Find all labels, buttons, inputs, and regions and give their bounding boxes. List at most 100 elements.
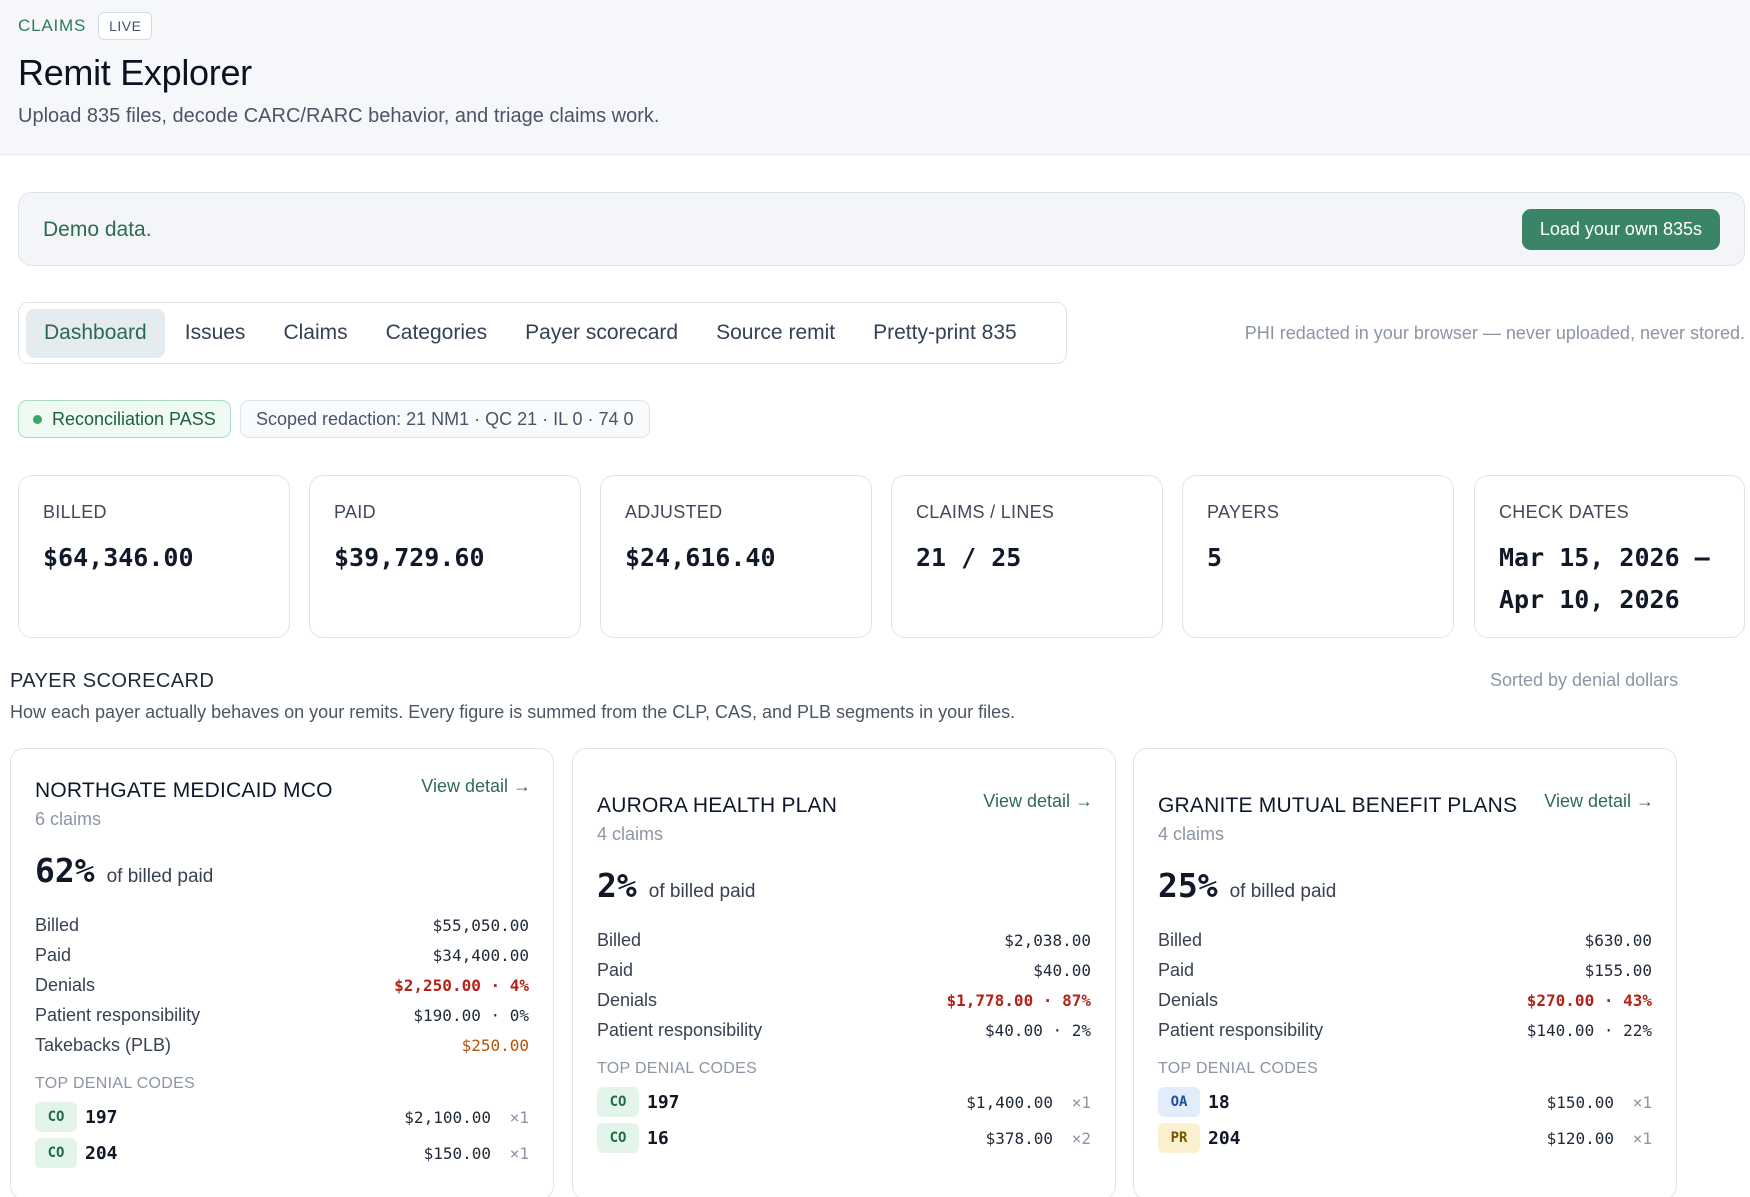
top-denial-codes-title: TOP DENIAL CODES: [1158, 1060, 1319, 1077]
stat-value: $190.00 · 0%: [413, 1005, 529, 1025]
denial-code-row: CO 204 $150.00 ×1: [35, 1135, 529, 1171]
group-code-badge: CO: [35, 1102, 77, 1132]
scorecard-sort-note: Sorted by denial dollars: [1490, 670, 1679, 690]
metric-label: PAYERS: [1207, 502, 1280, 522]
stat-value: $155.00: [1584, 960, 1652, 980]
section-label: CLAIMS: [18, 16, 87, 35]
page-subtitle: Upload 835 files, decode CARC/RARC behav…: [18, 105, 660, 127]
stat-label: Paid: [35, 944, 72, 965]
payer-card: AURORA HEALTH PLAN 4 claims View detail …: [572, 748, 1116, 1197]
denial-code: 197: [647, 1091, 680, 1113]
payer-name: NORTHGATE MEDICAID MCO: [35, 779, 333, 802]
denial-amount: $2,100.00: [404, 1107, 491, 1127]
page-header: CLAIMS LIVE Remit Explorer Upload 835 fi…: [0, 0, 1750, 155]
stat-label: Denials: [597, 989, 658, 1010]
metric-value: $39,729.60: [334, 543, 485, 572]
tab-bar: Dashboard Issues Claims Categories Payer…: [18, 302, 1067, 364]
denial-amount: $378.00: [985, 1128, 1053, 1148]
payer-header: NORTHGATE MEDICAID MCO 6 claims View det…: [35, 776, 531, 830]
metric-label: PAID: [334, 502, 376, 522]
metric-value: 5: [1207, 543, 1223, 572]
load-835s-button[interactable]: Load your own 835s: [1521, 209, 1720, 250]
denial-code: 16: [647, 1127, 669, 1149]
stat-value: $1,778.00 · 87%: [946, 990, 1092, 1010]
stat-label: Takebacks (PLB): [35, 1034, 172, 1055]
payer-stats: Billed $55,050.00 Paid $34,400.00 Denials $…: [35, 910, 529, 1060]
denial-codes-list: CO 197 $1,400.00 ×1 CO 16 $378.00 ×2: [597, 1084, 1091, 1156]
tab-claims[interactable]: Claims: [283, 320, 348, 344]
status-dot-icon: [33, 414, 42, 424]
denial-code: 204: [85, 1142, 118, 1164]
paid-pct-value: 2%: [597, 866, 637, 905]
stat-row-denials: Denials $270.00 · 43%: [1158, 985, 1652, 1015]
stat-row-denials: Denials $1,778.00 · 87%: [597, 985, 1091, 1015]
metric-value: 21 / 25: [916, 543, 1022, 572]
reconciliation-text: Reconciliation PASS: [52, 408, 216, 429]
check-dates-end: Apr 10, 2026: [1499, 585, 1680, 614]
denial-code: 18: [1208, 1091, 1230, 1113]
metric-label: ADJUSTED: [625, 502, 723, 522]
payer-claim-count: 4 claims: [1158, 824, 1225, 844]
stat-value: $270.00 · 43%: [1526, 990, 1652, 1010]
paid-pct-value: 25%: [1158, 866, 1218, 905]
reconciliation-badge: Reconciliation PASS: [18, 400, 231, 438]
stat-row-billed: Billed $2,038.00: [597, 925, 1091, 955]
tab-dashboard[interactable]: Dashboard: [26, 308, 165, 358]
paid-pct-label: of billed paid: [1229, 881, 1337, 902]
view-detail-link[interactable]: View detail →: [421, 776, 531, 796]
payer-card: GRANITE MUTUAL BENEFIT PLANS 4 claims Vi…: [1133, 748, 1677, 1197]
stat-row-paid: Paid $40.00: [597, 955, 1091, 985]
redaction-badge: Scoped redaction: 21 NM1 · QC 21 · IL 0 …: [240, 400, 650, 438]
denial-codes-list: CO 197 $2,100.00 ×1 CO 204 $150.00 ×1: [35, 1099, 529, 1171]
view-detail-link[interactable]: View detail →: [1544, 791, 1654, 811]
denial-amount: $1,400.00: [966, 1092, 1053, 1112]
denial-count: ×1: [509, 1107, 529, 1127]
view-detail-link[interactable]: View detail →: [983, 791, 1093, 811]
tab-categories[interactable]: Categories: [385, 320, 488, 344]
stat-value: $40.00: [1033, 960, 1091, 980]
stat-value: $34,400.00: [432, 945, 529, 965]
tab-pretty-print-835[interactable]: Pretty-print 835: [873, 320, 1017, 344]
stat-row-paid: Paid $34,400.00: [35, 940, 529, 970]
tab-issues[interactable]: Issues: [184, 320, 246, 344]
payer-stats: Billed $2,038.00 Paid $40.00 Denials $1,778…: [597, 925, 1091, 1045]
paid-percentage: 62% of billed paid: [35, 851, 213, 890]
payer-header: AURORA HEALTH PLAN 4 claims View detail …: [597, 791, 1093, 845]
paid-pct-label: of billed paid: [648, 881, 756, 902]
payer-card: NORTHGATE MEDICAID MCO 6 claims View det…: [10, 748, 554, 1197]
stat-value: $2,250.00 · 4%: [394, 975, 529, 995]
denial-count: ×1: [1632, 1092, 1652, 1112]
metric-card-check-dates: CHECK DATES Mar 15, 2026 – Apr 10, 2026: [1474, 475, 1745, 638]
denial-code-row: CO 197 $2,100.00 ×1: [35, 1099, 529, 1135]
stat-value: $140.00 · 22%: [1526, 1020, 1652, 1040]
denial-amount: $150.00: [1546, 1092, 1614, 1112]
group-code-badge: CO: [597, 1123, 639, 1153]
demo-banner: Demo data. Load your own 835s: [18, 192, 1745, 266]
denial-code-row: PR 204 $120.00 ×1: [1158, 1120, 1652, 1156]
demo-banner-text: Demo data.: [43, 218, 152, 241]
metric-label: BILLED: [43, 502, 107, 522]
live-badge: LIVE: [98, 12, 153, 40]
payer-claim-count: 4 claims: [597, 824, 664, 844]
stat-value: $630.00: [1584, 930, 1652, 950]
stat-row-billed: Billed $630.00: [1158, 925, 1652, 955]
denial-count: ×1: [1071, 1092, 1091, 1112]
stat-label: Billed: [1158, 929, 1203, 950]
stat-label: Billed: [597, 929, 642, 950]
stat-row-takebacks: Takebacks (PLB) $250.00: [35, 1030, 529, 1060]
metric-value: $24,616.40: [625, 543, 776, 572]
metric-value: $64,346.00: [43, 543, 194, 572]
tab-source-remit[interactable]: Source remit: [716, 320, 836, 344]
denial-code: 197: [85, 1106, 118, 1128]
stat-row-patient-responsibility: Patient responsibility $40.00 · 2%: [597, 1015, 1091, 1045]
redaction-text: Scoped redaction: 21 NM1 · QC 21 · IL 0 …: [256, 408, 634, 429]
metric-card-payers: PAYERS 5: [1182, 475, 1454, 638]
denial-codes-list: OA 18 $150.00 ×1 PR 204 $120.00 ×1: [1158, 1084, 1652, 1156]
payer-name: AURORA HEALTH PLAN: [597, 794, 838, 817]
stat-label: Paid: [1158, 959, 1195, 980]
tab-payer-scorecard[interactable]: Payer scorecard: [525, 320, 679, 344]
metric-card-billed: BILLED $64,346.00: [18, 475, 290, 638]
stat-row-paid: Paid $155.00: [1158, 955, 1652, 985]
stat-row-patient-responsibility: Patient responsibility $190.00 · 0%: [35, 1000, 529, 1030]
paid-percentage: 2% of billed paid: [597, 866, 755, 905]
